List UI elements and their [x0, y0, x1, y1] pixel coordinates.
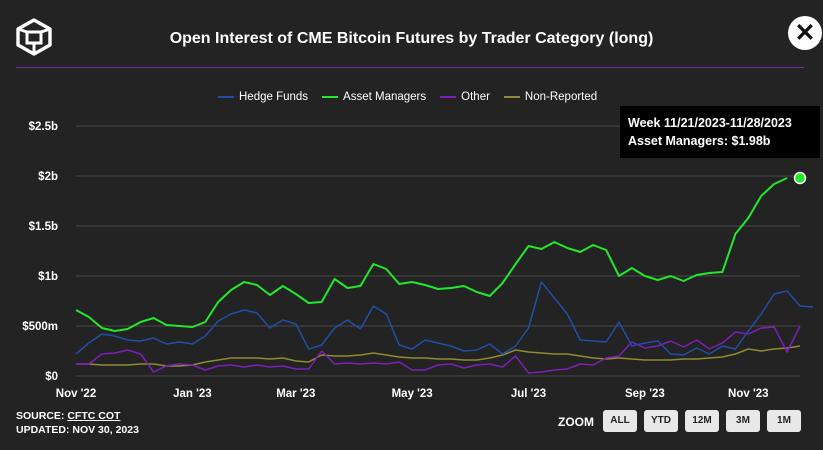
zoom-label: ZOOM [558, 415, 594, 429]
series-line-hedge-funds [75, 281, 813, 356]
y-tick-label: $2b [38, 171, 58, 183]
y-tick-label: $1.5b [29, 221, 58, 233]
legend-swatch-non-reported [503, 96, 520, 98]
close-button[interactable]: ✕ [788, 16, 822, 50]
highlight-point [793, 171, 807, 185]
x-tick-label: May '23 [392, 388, 433, 400]
x-tick-label: Mar '23 [276, 388, 315, 400]
legend-label-non-reported: Non-Reported [524, 91, 598, 103]
chart-footer: SOURCE: CFTC COT UPDATED: NOV 30, 2023 [16, 409, 139, 437]
legend-swatch-hedge-funds [218, 96, 234, 98]
source-link[interactable]: CFTC COT [67, 410, 121, 422]
zoom-ytd-button[interactable]: YTD [644, 410, 678, 432]
source-prefix: SOURCE: [16, 410, 68, 422]
y-tick-label: $1b [38, 271, 58, 283]
zoom-1m-button[interactable]: 1M [767, 410, 801, 432]
series-line-non-reported [76, 345, 801, 367]
legend-item-other[interactable]: Other [440, 91, 490, 103]
legend-swatch-other [440, 96, 457, 98]
x-tick-label: Jul '23 [511, 388, 546, 400]
y-tick-label: $0 [45, 371, 58, 383]
zoom-3m-button[interactable]: 3M [726, 410, 760, 432]
legend: Hedge Funds Asset Managers Other Non-Rep… [218, 91, 597, 103]
legend-label-hedge-funds: Hedge Funds [239, 91, 309, 103]
x-tick-label: Nov '22 [56, 388, 96, 400]
x-tick-label: Nov '23 [728, 388, 768, 400]
x-tick-label: Jan '23 [173, 388, 212, 400]
divider [16, 67, 804, 68]
chart-title: Open Interest of CME Bitcoin Futures by … [169, 30, 654, 47]
logo-cube-icon [16, 18, 52, 56]
legend-swatch-asset-managers [322, 96, 339, 98]
x-tick-label: Sep '23 [625, 388, 665, 400]
series-line-other [76, 325, 801, 374]
legend-item-asset-managers[interactable]: Asset Managers [322, 91, 426, 103]
legend-item-hedge-funds[interactable]: Hedge Funds [218, 91, 308, 103]
series-line-asset-managers [75, 177, 788, 332]
tooltip-week: Week 11/21/2023-11/28/2023 [628, 116, 792, 130]
legend-label-asset-managers: Asset Managers [343, 91, 427, 103]
zoom-all-button[interactable]: ALL [603, 410, 637, 432]
zoom-12m-button[interactable]: 12M [685, 410, 719, 432]
y-tick-label: $2.5b [29, 121, 58, 133]
chart-tooltip: Week 11/21/2023-11/28/2023 Asset Manager… [620, 106, 820, 158]
updated-line: UPDATED: NOV 30, 2023 [16, 424, 139, 436]
tooltip-value: Asset Managers: $1.98b [628, 134, 771, 148]
y-tick-label: $500m [22, 321, 58, 333]
legend-item-non-reported[interactable]: Non-Reported [503, 91, 598, 103]
legend-label-other: Other [461, 91, 490, 103]
source-line: SOURCE: CFTC COT [16, 409, 139, 423]
